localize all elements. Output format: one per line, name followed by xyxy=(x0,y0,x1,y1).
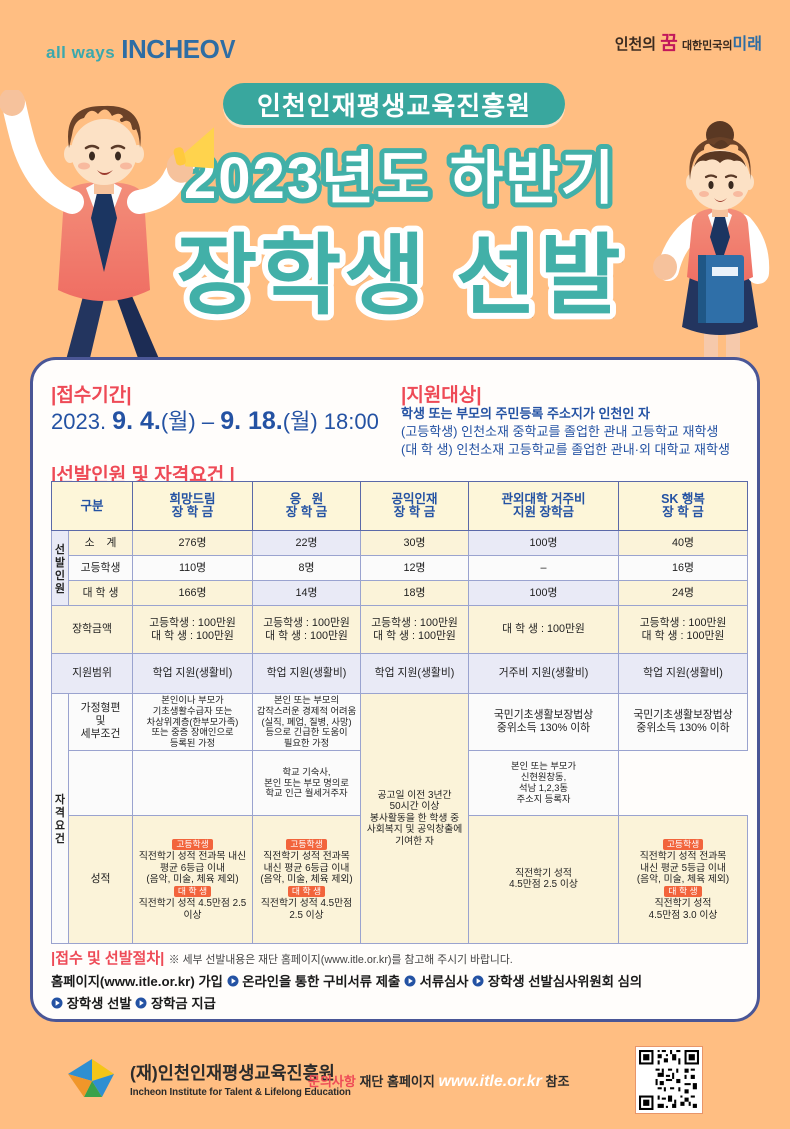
svg-text:2023년도 하반기: 2023년도 하반기 xyxy=(184,146,616,211)
svg-text:장학생 선발: 장학생 선발 xyxy=(176,226,623,325)
